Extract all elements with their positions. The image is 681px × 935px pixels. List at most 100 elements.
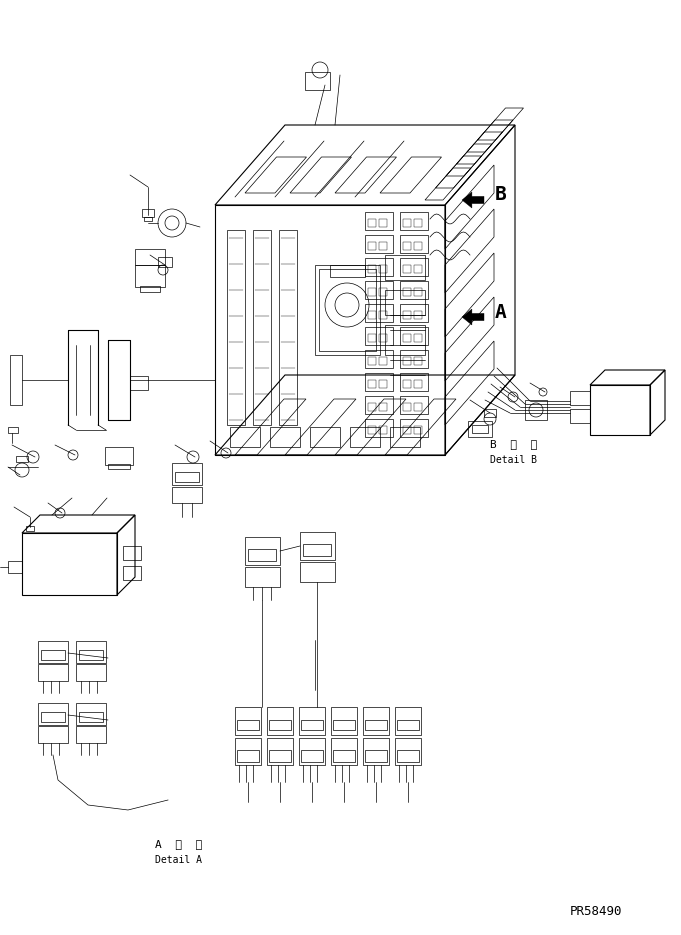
Bar	[400, 396, 428, 414]
Bar	[41, 650, 65, 660]
Bar	[248, 549, 276, 561]
Bar	[303, 544, 331, 556]
Bar	[400, 235, 428, 253]
Bar	[8, 561, 22, 573]
Bar	[368, 426, 376, 434]
Bar	[395, 738, 421, 765]
Bar	[253, 230, 271, 425]
Bar	[414, 403, 422, 411]
Text: Detail B: Detail B	[490, 455, 537, 465]
Bar	[368, 311, 376, 319]
Bar	[414, 265, 422, 273]
Bar	[79, 650, 103, 660]
Bar	[403, 380, 411, 388]
Bar	[158, 257, 172, 267]
Bar	[570, 409, 590, 423]
Bar	[484, 409, 496, 417]
Bar	[368, 334, 376, 342]
Bar	[350, 427, 380, 447]
Bar	[368, 403, 376, 411]
Bar	[38, 641, 68, 663]
Bar	[379, 380, 387, 388]
Bar	[390, 427, 420, 447]
Bar	[379, 357, 387, 365]
Bar	[76, 664, 106, 681]
Bar	[38, 726, 68, 743]
Bar	[397, 750, 419, 762]
Text: Detail A: Detail A	[155, 855, 202, 865]
Bar	[215, 205, 445, 455]
Bar	[400, 258, 428, 276]
Bar	[400, 327, 428, 345]
Bar	[300, 562, 335, 582]
Bar	[172, 463, 202, 485]
Bar	[403, 265, 411, 273]
Bar	[379, 426, 387, 434]
Bar	[10, 355, 22, 405]
Bar	[175, 472, 199, 482]
Bar	[403, 311, 411, 319]
Bar	[414, 288, 422, 296]
Bar	[363, 738, 389, 765]
Bar	[315, 265, 380, 355]
Bar	[400, 350, 428, 368]
Bar	[414, 334, 422, 342]
Bar	[26, 526, 34, 531]
Bar	[472, 425, 488, 433]
Bar	[144, 217, 152, 221]
Polygon shape	[462, 309, 484, 325]
Bar	[330, 265, 365, 277]
Bar	[403, 403, 411, 411]
Bar	[400, 304, 428, 322]
Bar	[400, 281, 428, 299]
Bar	[414, 380, 422, 388]
Bar	[269, 720, 291, 730]
Bar	[379, 219, 387, 227]
Bar	[365, 373, 393, 391]
Bar	[368, 288, 376, 296]
Bar	[245, 567, 280, 587]
Bar	[385, 290, 425, 315]
Bar	[414, 311, 422, 319]
Bar	[365, 720, 387, 730]
Bar	[235, 738, 261, 765]
Bar	[230, 427, 260, 447]
Bar	[403, 334, 411, 342]
Bar	[397, 720, 419, 730]
Bar	[365, 258, 393, 276]
Bar	[76, 726, 106, 743]
Bar	[363, 707, 389, 735]
Bar	[140, 286, 160, 292]
Bar	[76, 641, 106, 663]
Bar	[267, 707, 293, 735]
Polygon shape	[462, 192, 484, 208]
Bar	[414, 357, 422, 365]
Bar	[365, 327, 393, 345]
Text: A  詳  細: A 詳 細	[155, 839, 202, 849]
Bar	[227, 230, 245, 425]
Bar	[235, 707, 261, 735]
Bar	[403, 288, 411, 296]
Bar	[270, 427, 300, 447]
Bar	[368, 265, 376, 273]
Bar	[400, 212, 428, 230]
Bar	[468, 421, 492, 437]
Bar	[365, 281, 393, 299]
Bar	[333, 720, 355, 730]
Bar	[135, 249, 165, 265]
Bar	[300, 532, 335, 560]
Bar	[301, 720, 323, 730]
Bar	[525, 400, 547, 420]
Bar	[38, 703, 68, 725]
Bar	[414, 219, 422, 227]
Bar	[279, 230, 297, 425]
Bar	[319, 269, 376, 351]
Bar	[237, 720, 259, 730]
Bar	[385, 255, 425, 280]
Bar	[379, 288, 387, 296]
Bar	[301, 750, 323, 762]
Bar	[379, 242, 387, 250]
Bar	[403, 219, 411, 227]
Bar	[8, 427, 18, 433]
Bar	[38, 664, 68, 681]
